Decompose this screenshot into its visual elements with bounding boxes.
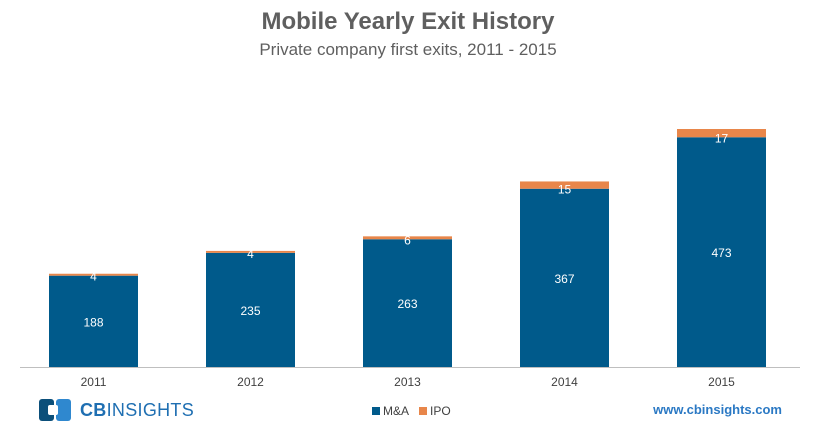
data-label-ma-2013: 263 xyxy=(397,297,417,311)
logo-cb: CB xyxy=(80,399,107,420)
bar-ipo-2011 xyxy=(49,273,138,276)
legend-swatch-ipo xyxy=(419,407,428,415)
data-label-ipo-2012: 4 xyxy=(247,247,254,261)
bar-ma-2014 xyxy=(520,188,609,367)
legend-swatch-ma xyxy=(372,407,380,415)
bar-ipo-2013 xyxy=(363,236,452,240)
logo-text: CBINSIGHTS xyxy=(80,400,194,421)
x-tick-label-2015: 2015 xyxy=(708,375,735,389)
x-tick-label-2012: 2012 xyxy=(237,375,264,389)
bar-ma-2011 xyxy=(49,275,138,367)
legend: M&A IPO xyxy=(372,404,451,418)
legend-item-ma: M&A xyxy=(372,404,409,418)
bar-ipo-2014 xyxy=(520,181,609,189)
data-label-ma-2011: 188 xyxy=(83,315,103,329)
cb-insights-logo: CBINSIGHTS xyxy=(38,398,194,422)
bar-ma-2012 xyxy=(206,252,295,367)
data-label-ipo-2011: 4 xyxy=(90,270,97,284)
cb-logo-icon xyxy=(39,399,71,421)
x-tick-label-2011: 2011 xyxy=(81,375,107,389)
bar-ma-2015 xyxy=(677,137,766,367)
legend-label-ma: M&A xyxy=(383,404,410,418)
bar-ipo-2012 xyxy=(206,250,295,253)
x-tick-label-2013: 2013 xyxy=(394,375,421,389)
legend-item-ipo: IPO xyxy=(419,404,451,418)
bar-ipo-2015 xyxy=(677,129,766,138)
data-label-ipo-2015: 17 xyxy=(715,131,729,145)
data-label-ipo-2014: 15 xyxy=(558,183,572,197)
data-label-ma-2014: 367 xyxy=(554,272,574,286)
legend-label-ipo: IPO xyxy=(430,404,451,418)
x-tick-label-2014: 2014 xyxy=(551,375,578,389)
website-url: www.cbinsights.com xyxy=(653,402,782,417)
data-label-ma-2012: 235 xyxy=(240,304,260,318)
bar-ma-2013 xyxy=(363,239,452,367)
data-label-ipo-2013: 6 xyxy=(404,233,411,247)
chart-title: Mobile Yearly Exit History xyxy=(261,8,555,35)
logo-insights: INSIGHTS xyxy=(106,399,195,420)
chart-subtitle: Private company first exits, 2011 - 2015 xyxy=(259,40,557,59)
data-label-ma-2015: 473 xyxy=(711,246,731,260)
